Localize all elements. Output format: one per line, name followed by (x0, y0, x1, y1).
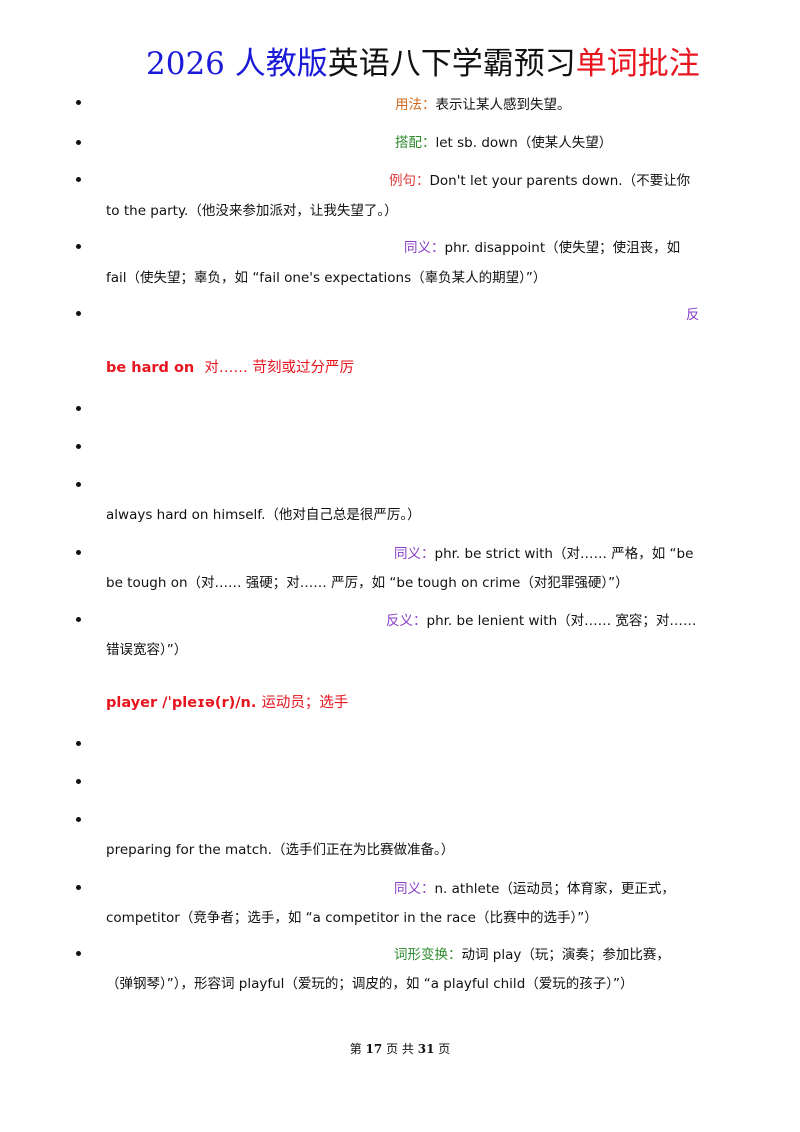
bullet (76, 817, 81, 822)
wordform-label: 词形变换： (394, 947, 462, 963)
bullet (76, 550, 81, 555)
page-footer: 第 17 页 共 31 页 (0, 1040, 800, 1057)
antonym-continuation-2: 错误宽容）”） (106, 642, 188, 658)
bullet (76, 100, 81, 105)
synonym-label-2: 同义： (394, 546, 435, 562)
headword-meaning: 对…… 苛刻或过分严厉 (204, 360, 354, 376)
collocation-label: 搭配： (395, 135, 436, 151)
title-topic: 单词批注 (575, 46, 700, 82)
bullet (76, 951, 81, 956)
example-continuation: to the party.（他没来参加派对，让我失望了。） (106, 203, 398, 219)
example-continuation-2: always hard on himself.（他对自己总是很严厉。） (106, 507, 421, 523)
example-line: 例句：Don't let your parents down.（不要让你 (389, 169, 690, 189)
synonym-line-3: 同义：n. athlete（运动员；体育家，更正式， (394, 877, 675, 897)
wordform-text: 动词 play（玩；演奏；参加比赛， (461, 947, 670, 963)
bullet (76, 617, 81, 622)
collocation-line: 搭配：let sb. down（使某人失望） (395, 131, 612, 151)
headword-be-hard-on: be hard on 对…… 苛刻或过分严厉 (106, 356, 354, 377)
headword-player: player /ˈpleɪə(r)/n. 运动员；选手 (106, 691, 348, 712)
footer-mid: 页 共 (386, 1042, 414, 1056)
synonym-continuation-2: be tough on（对…… 强硬；对…… 严厉，如 “be tough on… (106, 575, 629, 591)
antonym-label-2: 反义： (386, 613, 427, 629)
synonym-text-2: phr. be strict with（对…… 严格，如 “be (434, 546, 694, 562)
bullet (76, 177, 81, 182)
synonym-label-3: 同义： (394, 881, 435, 897)
usage-label: 用法： (395, 97, 436, 113)
synonym-line-2: 同义：phr. be strict with（对…… 严格，如 “be (394, 542, 693, 562)
headword-meaning-3: 运动员；选手 (261, 695, 349, 711)
wordform-continuation: （弹钢琴）”），形容词 playful（爱玩的；调皮的，如 “a playful… (106, 976, 634, 992)
footer-prefix: 第 (349, 1042, 362, 1056)
bullet (76, 482, 81, 487)
synonym-continuation: fail（使失望；辜负，如 “fail one's expectations（辜… (106, 270, 547, 286)
bullet (76, 741, 81, 746)
bullet (76, 779, 81, 784)
synonym-continuation-3: competitor（竞争者；选手，如 “a competitor in the… (106, 910, 598, 926)
footer-suffix: 页 (438, 1042, 451, 1056)
synonym-label: 同义： (404, 240, 445, 256)
footer-total-pages: 31 (417, 1042, 435, 1056)
synonym-line: 同义：phr. disappoint（使失望；使沮丧，如 (404, 236, 680, 256)
bullet (76, 244, 81, 249)
title-year: 2026 (146, 46, 235, 82)
bullet (76, 444, 81, 449)
synonym-text: phr. disappoint（使失望；使沮丧，如 (444, 240, 681, 256)
antonym-line-2: 反义：phr. be lenient with（对…… 宽容；对…… (386, 609, 696, 629)
example-continuation-3: preparing for the match.（选手们正在为比赛做准备。） (106, 842, 455, 858)
example-text: Don't let your parents down.（不要让你 (429, 173, 691, 189)
collocation-text: let sb. down（使某人失望） (435, 135, 613, 151)
headword-text-3: player /ˈpleɪə(r)/n. (106, 695, 257, 711)
usage-text: 表示让某人感到失望。 (435, 97, 571, 113)
title-edition: 人教版 (234, 46, 328, 82)
bullet (76, 140, 81, 145)
antonym-label: 反 (686, 307, 700, 323)
footer-page-number: 17 (365, 1042, 383, 1056)
antonym-text-2: phr. be lenient with（对…… 宽容；对…… (426, 613, 697, 629)
bullet (76, 311, 81, 316)
bullet (76, 885, 81, 890)
synonym-text-3: n. athlete（运动员；体育家，更正式， (434, 881, 675, 897)
wordform-line: 词形变换：动词 play（玩；演奏；参加比赛， (394, 943, 670, 963)
headword-text: be hard on (106, 360, 195, 376)
example-label: 例句： (389, 173, 430, 189)
page-title: 2026 人教版英语八下学霸预习单词批注 (146, 38, 700, 83)
usage-line: 用法：表示让某人感到失望。 (395, 93, 571, 113)
title-course: 英语八下学霸预习 (327, 46, 576, 82)
bullet (76, 406, 81, 411)
